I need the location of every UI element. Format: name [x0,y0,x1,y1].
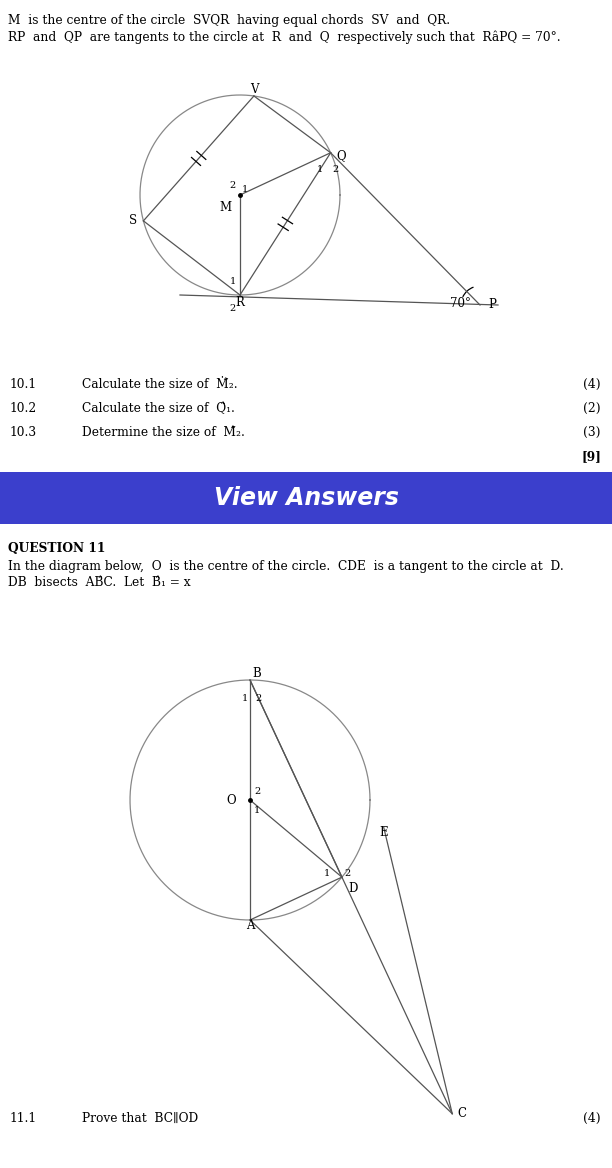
Text: View Answers: View Answers [214,486,398,510]
Text: 2: 2 [333,165,339,174]
Text: 11.1: 11.1 [10,1112,37,1125]
Text: 2: 2 [230,304,236,313]
Text: RP  and  QP  are tangents to the circle at  R  and  Q  respectively such that  R: RP and QP are tangents to the circle at … [8,30,561,43]
Text: Calculate the size of  Q̂₁.: Calculate the size of Q̂₁. [82,402,235,415]
Text: D: D [348,882,357,895]
Text: S: S [129,215,138,228]
Text: 10.2: 10.2 [10,402,37,415]
Text: 1: 1 [316,165,323,174]
Text: 2: 2 [230,181,236,190]
Text: In the diagram below,  O  is the centre of the circle.  CDE  is a tangent to the: In the diagram below, O is the centre of… [8,559,564,573]
Text: QUESTION 11: QUESTION 11 [8,542,105,555]
Text: 2: 2 [255,694,261,703]
Text: [9]: [9] [581,450,601,463]
Text: P: P [488,299,496,312]
Text: (4): (4) [583,378,601,391]
Text: 2: 2 [254,787,260,797]
Text: 1: 1 [324,869,330,878]
Bar [0,472,612,524]
Text: 2: 2 [344,869,350,878]
Text: E: E [379,826,388,840]
Text: Determine the size of  M̂₂.: Determine the size of M̂₂. [82,426,245,439]
Text: O: O [226,793,236,806]
Text: (3): (3) [583,426,601,439]
Text: DB  bisects  AB̂C.  Let  B̂₁ = x: DB bisects AB̂C. Let B̂₁ = x [8,576,190,589]
Text: M  is the centre of the circle  SVQR  having equal chords  SV  and  QR.: M is the centre of the circle SVQR havin… [8,14,450,27]
Text: C: C [457,1107,466,1120]
Text: M: M [220,201,232,214]
Text: V: V [250,83,258,96]
Text: 1: 1 [254,806,260,815]
Text: R: R [236,296,244,310]
Text: 1: 1 [242,694,248,703]
Text: 1: 1 [242,185,248,194]
Text: 1: 1 [230,277,236,286]
Text: (2): (2) [583,402,601,415]
Text: (4): (4) [583,1112,601,1125]
Text: A: A [246,919,254,932]
Text: 10.1: 10.1 [10,378,37,391]
Text: Prove that  BC∥OD: Prove that BC∥OD [82,1112,198,1125]
Text: Calculate the size of  Ṁ̂₂.: Calculate the size of Ṁ̂₂. [82,378,237,391]
Text: B: B [252,667,261,680]
Text: Q: Q [337,148,346,161]
Text: 70°: 70° [450,297,471,310]
Text: 10.3: 10.3 [10,426,37,439]
